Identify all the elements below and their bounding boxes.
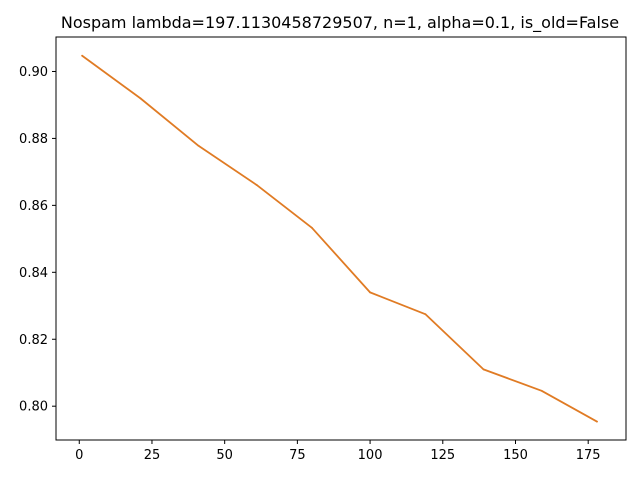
data-point (424, 313, 427, 316)
plot-frame (55, 36, 627, 441)
y-tick-label: 0.84 (19, 266, 48, 281)
data-point (482, 368, 485, 371)
y-axis-ticks: 0.80 0.82 0.84 0.86 0.88 0.90 (19, 65, 56, 415)
data-point (369, 291, 371, 294)
data-point (139, 97, 142, 100)
y-tick-label: 0.80 (19, 400, 48, 415)
data-point (311, 226, 313, 229)
x-tick-label: 75 (289, 448, 306, 463)
y-tick-label: 0.82 (19, 333, 48, 348)
data-point (255, 184, 258, 186)
x-tick-label: 175 (576, 448, 601, 463)
x-tick-label: 0 (75, 448, 83, 463)
x-tick-label: 50 (216, 448, 233, 463)
data-point (197, 144, 200, 147)
series-line-1 (81, 54, 598, 423)
data-point (81, 54, 84, 57)
data-point (540, 389, 543, 392)
chart-title: Nospam lambda=197.1130458729507, n=1, al… (61, 13, 619, 33)
x-tick-label: 25 (144, 448, 161, 463)
data-point (596, 420, 598, 423)
x-tick-label: 125 (430, 448, 455, 463)
x-axis-ticks: 0 25 50 75 100 125 150 175 (75, 440, 601, 463)
y-tick-label: 0.86 (19, 199, 48, 214)
x-tick-label: 150 (503, 448, 528, 463)
y-tick-label: 0.88 (19, 132, 48, 147)
x-tick-label: 100 (358, 448, 383, 463)
series-layer (81, 54, 598, 423)
y-tick-label: 0.90 (19, 65, 48, 80)
